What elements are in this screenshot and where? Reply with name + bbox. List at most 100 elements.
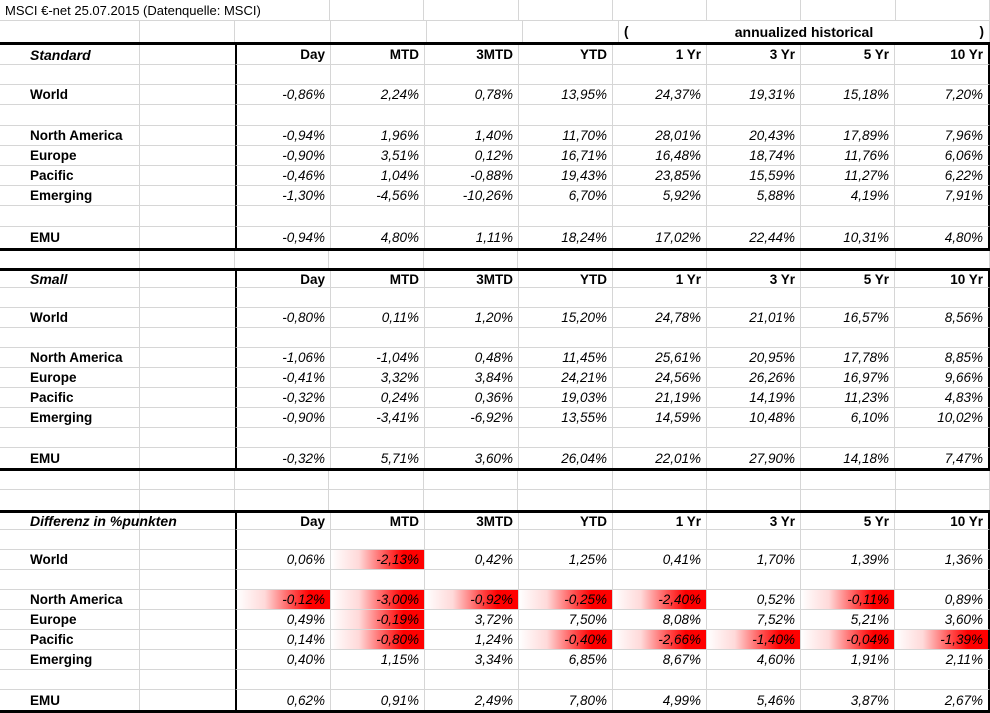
empty-cell[interactable] xyxy=(0,65,140,85)
value-cell[interactable]: -4,56% xyxy=(331,186,425,206)
empty-cell[interactable] xyxy=(235,251,330,268)
value-cell[interactable]: -0,80% xyxy=(235,308,331,328)
empty-cell[interactable] xyxy=(612,0,708,21)
empty-cell[interactable] xyxy=(140,550,235,570)
empty-cell[interactable] xyxy=(235,570,331,590)
empty-cell[interactable] xyxy=(329,490,424,510)
value-cell[interactable]: 1,39% xyxy=(801,550,895,570)
value-cell[interactable]: 0,91% xyxy=(331,690,425,710)
value-cell[interactable]: -0,19% xyxy=(331,610,425,630)
empty-cell[interactable] xyxy=(895,328,990,348)
empty-cell[interactable] xyxy=(895,0,990,21)
empty-cell[interactable] xyxy=(140,206,235,227)
empty-cell[interactable] xyxy=(235,105,331,126)
value-cell[interactable]: 7,52% xyxy=(707,610,801,630)
value-cell[interactable]: -1,40% xyxy=(707,630,801,650)
empty-cell[interactable] xyxy=(706,471,802,490)
empty-cell[interactable] xyxy=(0,670,140,690)
empty-cell[interactable] xyxy=(140,513,235,530)
empty-cell[interactable] xyxy=(0,105,140,126)
row-label[interactable]: Pacific xyxy=(0,166,140,186)
empty-cell[interactable] xyxy=(0,530,140,550)
row-label[interactable]: Europe xyxy=(0,610,140,630)
empty-cell[interactable] xyxy=(140,328,235,348)
empty-cell[interactable] xyxy=(707,105,801,126)
empty-cell[interactable] xyxy=(613,251,707,268)
column-header[interactable]: Day xyxy=(235,45,331,65)
empty-cell[interactable] xyxy=(140,471,235,490)
empty-cell[interactable] xyxy=(140,45,235,65)
row-label[interactable]: North America xyxy=(0,590,140,610)
empty-cell[interactable] xyxy=(235,328,331,348)
value-cell[interactable]: 14,59% xyxy=(613,408,707,428)
column-header[interactable]: 3 Yr xyxy=(707,271,801,288)
column-header[interactable]: 10 Yr xyxy=(895,513,990,530)
column-header[interactable]: 5 Yr xyxy=(801,513,895,530)
value-cell[interactable]: -0,86% xyxy=(235,85,331,105)
value-cell[interactable]: 2,24% xyxy=(331,85,425,105)
column-header[interactable]: 3 Yr xyxy=(707,45,801,65)
column-header[interactable]: MTD xyxy=(331,271,425,288)
empty-cell[interactable] xyxy=(613,105,707,126)
column-header[interactable]: 3MTD xyxy=(425,45,519,65)
value-cell[interactable]: 4,83% xyxy=(895,388,990,408)
empty-cell[interactable] xyxy=(519,570,613,590)
value-cell[interactable]: 10,31% xyxy=(801,227,895,248)
value-cell[interactable]: 2,67% xyxy=(895,690,990,710)
value-cell[interactable]: 7,47% xyxy=(895,448,990,468)
value-cell[interactable]: 0,36% xyxy=(425,388,519,408)
value-cell[interactable]: 20,95% xyxy=(707,348,801,368)
value-cell[interactable]: 21,01% xyxy=(707,308,801,328)
empty-cell[interactable] xyxy=(612,471,707,490)
value-cell[interactable]: 6,06% xyxy=(895,146,990,166)
column-header[interactable]: YTD xyxy=(519,271,613,288)
value-cell[interactable]: 18,24% xyxy=(519,227,613,248)
value-cell[interactable]: 3,51% xyxy=(331,146,425,166)
row-label[interactable]: Europe xyxy=(0,146,140,166)
empty-cell[interactable] xyxy=(235,670,331,690)
empty-cell[interactable] xyxy=(896,251,990,268)
value-cell[interactable]: 11,76% xyxy=(801,146,895,166)
value-cell[interactable]: -0,92% xyxy=(425,590,519,610)
value-cell[interactable]: 14,18% xyxy=(801,448,895,468)
empty-cell[interactable] xyxy=(140,21,235,42)
empty-cell[interactable] xyxy=(801,471,896,490)
value-cell[interactable]: -0,25% xyxy=(519,590,613,610)
empty-cell[interactable] xyxy=(895,530,990,550)
value-cell[interactable]: 24,37% xyxy=(613,85,707,105)
empty-cell[interactable] xyxy=(331,105,425,126)
empty-cell[interactable] xyxy=(707,428,801,448)
empty-cell[interactable] xyxy=(140,126,235,146)
empty-cell[interactable] xyxy=(801,428,895,448)
column-header[interactable]: 3MTD xyxy=(425,271,519,288)
empty-cell[interactable] xyxy=(140,590,235,610)
row-label[interactable]: World xyxy=(0,85,140,105)
value-cell[interactable]: 1,96% xyxy=(331,126,425,146)
empty-cell[interactable] xyxy=(0,471,140,490)
value-cell[interactable]: 8,67% xyxy=(613,650,707,670)
empty-cell[interactable] xyxy=(329,471,424,490)
empty-cell[interactable] xyxy=(0,251,140,268)
empty-cell[interactable] xyxy=(235,428,331,448)
empty-cell[interactable] xyxy=(140,308,235,328)
empty-cell[interactable] xyxy=(0,206,140,227)
column-header[interactable]: 1 Yr xyxy=(613,45,707,65)
table-title[interactable]: Standard xyxy=(0,45,140,65)
value-cell[interactable]: -2,13% xyxy=(331,550,425,570)
value-cell[interactable]: 2,11% xyxy=(895,650,990,670)
empty-cell[interactable] xyxy=(613,670,707,690)
row-label[interactable]: EMU xyxy=(0,227,140,248)
empty-cell[interactable] xyxy=(140,530,235,550)
empty-cell[interactable] xyxy=(895,428,990,448)
value-cell[interactable]: -6,92% xyxy=(425,408,519,428)
empty-cell[interactable] xyxy=(801,251,896,268)
empty-cell[interactable] xyxy=(518,490,613,510)
empty-cell[interactable] xyxy=(140,690,235,710)
empty-cell[interactable] xyxy=(0,428,140,448)
empty-cell[interactable] xyxy=(707,65,801,85)
empty-cell[interactable] xyxy=(425,288,519,308)
empty-cell[interactable] xyxy=(707,206,801,227)
value-cell[interactable]: 1,70% xyxy=(707,550,801,570)
value-cell[interactable]: -1,30% xyxy=(235,186,331,206)
row-label[interactable]: Emerging xyxy=(0,650,140,670)
